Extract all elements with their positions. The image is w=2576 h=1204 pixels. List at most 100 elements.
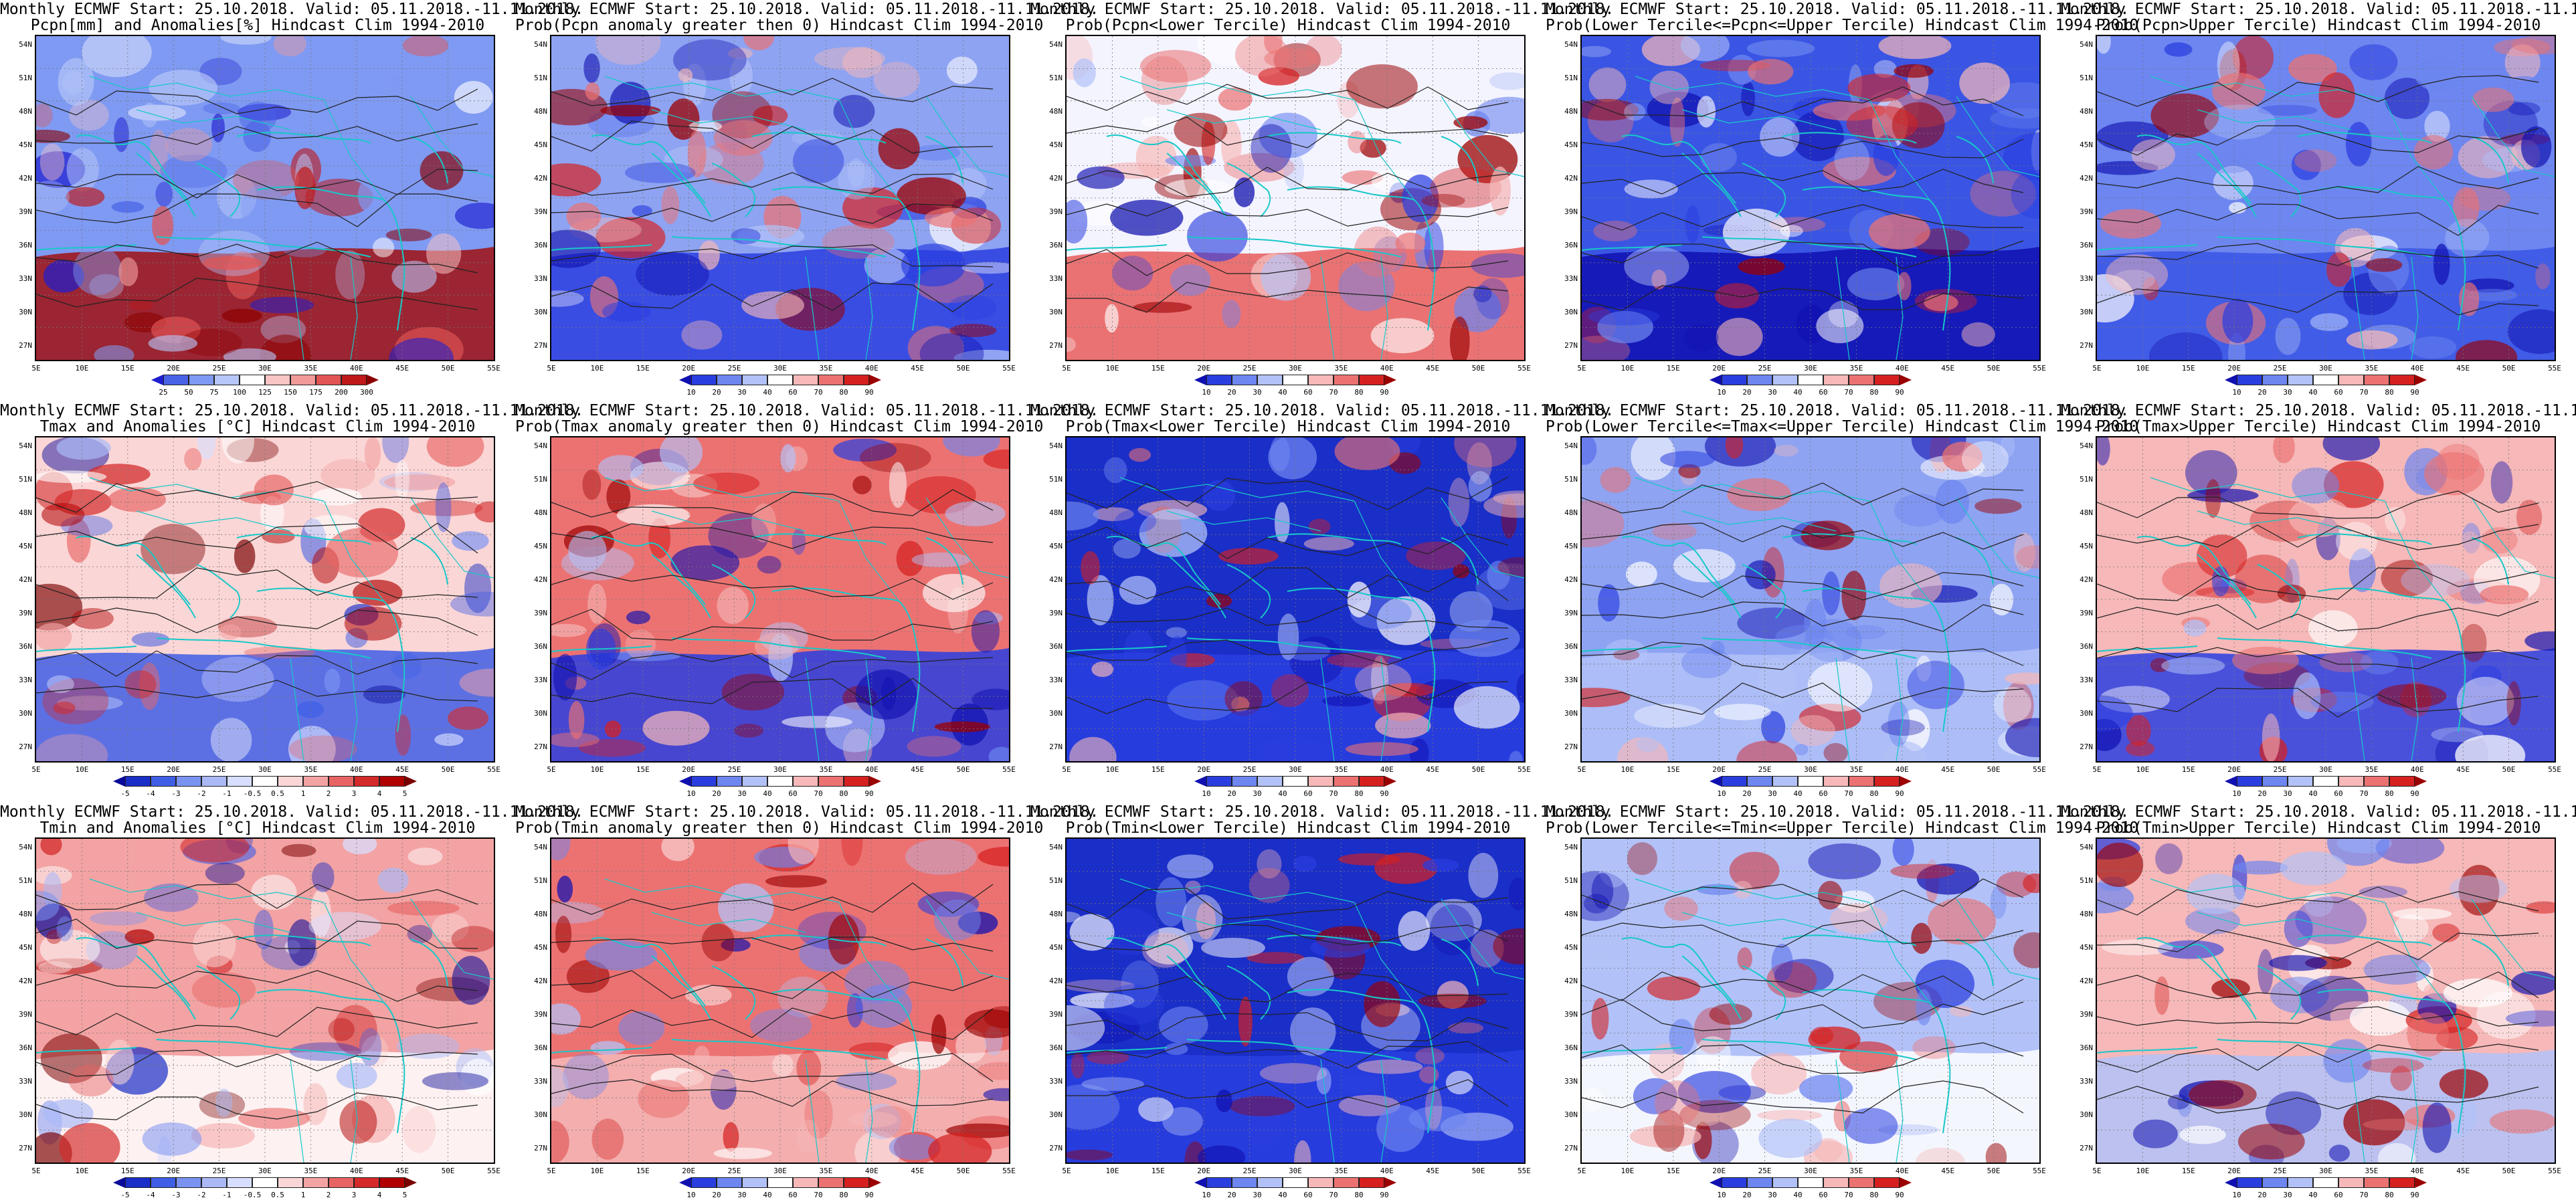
longitude-label: 20E — [1197, 1167, 1211, 1175]
field-patch — [43, 1099, 94, 1128]
field-patch — [152, 206, 173, 245]
field-patch — [723, 1122, 739, 1152]
field-patch — [2458, 865, 2500, 916]
field-patch — [1164, 1043, 1188, 1056]
map-canvas — [551, 437, 1009, 761]
field-patch — [1762, 839, 1821, 864]
colorbar-tick-label: 60 — [2334, 388, 2343, 397]
forecast-map — [2096, 35, 2556, 361]
longitude-label: 35E — [304, 765, 318, 774]
field-patch — [1234, 177, 1255, 207]
colorbar-segment — [151, 1177, 176, 1188]
colorbar-tick-label: 10 — [1717, 1191, 1726, 1199]
colorbar-segment — [1232, 776, 1257, 787]
panel-title-line2: Prob(Lower Tercile<=Tmax<=Upper Tercile)… — [1546, 418, 2139, 435]
field-patch — [240, 184, 286, 233]
colorbar-segment — [767, 1177, 793, 1188]
field-patch — [2345, 122, 2372, 167]
country-border — [410, 898, 494, 980]
field-patch — [1714, 704, 1771, 720]
coastline — [771, 587, 900, 602]
longitude-label: 30E — [773, 1167, 787, 1175]
coastline — [1802, 989, 1930, 1003]
colorbar-segment — [176, 1177, 201, 1188]
field-patch — [2142, 277, 2159, 301]
isoline — [2097, 929, 2539, 961]
longitude-label: 10E — [1105, 1167, 1119, 1175]
country-border — [350, 658, 358, 761]
field-patch — [1216, 1089, 1232, 1112]
isoline — [1067, 973, 1509, 1003]
field-patch — [2360, 650, 2399, 675]
country-border — [1869, 99, 1930, 201]
colorbar-tick-label: 80 — [839, 789, 848, 798]
coastline — [925, 938, 963, 987]
colorbar-tick-label: 30 — [2283, 388, 2292, 397]
colorbar-tick-label: 40 — [1278, 789, 1287, 798]
colorbar-tick-label: 20 — [2258, 789, 2267, 798]
colorbar-min-arrow — [2225, 1177, 2237, 1188]
latitude-label: 54N — [534, 441, 547, 450]
colorbar-tick-label: 60 — [1303, 789, 1313, 798]
colorbar-segment — [2313, 776, 2338, 787]
latitude-label: 42N — [1049, 575, 1063, 584]
latitude-label: 42N — [2080, 575, 2093, 584]
field-patch — [796, 1119, 820, 1154]
colorbar-segment — [290, 375, 316, 385]
field-patch — [2384, 78, 2429, 119]
longitude-label: 40E — [864, 1167, 879, 1175]
field-patch — [2504, 44, 2541, 82]
coastline — [711, 564, 756, 619]
colorbar-tick-label: 70 — [814, 1191, 823, 1199]
colorbar — [679, 1177, 881, 1188]
field-patch — [587, 583, 607, 624]
field-patch — [2422, 1102, 2452, 1153]
field-patch — [693, 472, 760, 495]
field-patch — [2462, 522, 2481, 554]
isoline — [36, 481, 478, 513]
latitude-label: 51N — [534, 876, 547, 885]
colorbar-tick-label: 90 — [864, 789, 874, 798]
longitude-label: 25E — [212, 364, 226, 373]
country-border — [1956, 497, 2039, 579]
field-patch — [889, 1134, 939, 1161]
field-patch — [2490, 461, 2513, 504]
latitude-label: 45N — [534, 140, 547, 149]
latitude-label: 39N — [1564, 1010, 1578, 1019]
field-patch — [1476, 278, 1509, 320]
field-patch — [1728, 54, 1757, 85]
field-patch — [450, 591, 494, 617]
field-patch — [566, 202, 602, 231]
longitude-label: 50E — [2502, 765, 2516, 774]
colorbar-tick-label: 40 — [763, 388, 772, 397]
map-panel: Monthly ECMWF Start: 25.10.2018. Valid: … — [1030, 803, 1614, 1204]
latitude-label: 54N — [1564, 843, 1578, 851]
coastline — [1742, 564, 1786, 619]
longitude-label: 50E — [441, 364, 455, 373]
colorbar-segment — [201, 776, 227, 787]
colorbar-tick-label: 1 — [300, 1191, 306, 1199]
isoline — [36, 1049, 478, 1077]
field-patch — [1624, 179, 1678, 199]
field-patch — [2262, 713, 2280, 761]
field-patch — [2295, 896, 2367, 944]
longitude-label: 40E — [2410, 364, 2424, 373]
longitude-label: 5E — [547, 1167, 556, 1175]
colorbar-max-arrow — [2415, 776, 2427, 787]
field-patch — [1259, 1063, 1327, 1084]
coastline — [2444, 1002, 2466, 1134]
longitude-label: 20E — [167, 364, 181, 373]
field-patch — [1695, 1036, 1731, 1072]
field-patch — [780, 443, 796, 473]
field-patch — [1882, 741, 1927, 761]
field-patch — [878, 128, 920, 170]
latitude-label: 45N — [19, 943, 32, 952]
field-patch — [2507, 309, 2555, 355]
field-patch — [592, 990, 648, 1014]
map-canvas — [1582, 36, 2039, 360]
field-patch — [2131, 139, 2175, 171]
colorbar-tick-label: 90 — [864, 388, 874, 397]
field-patch — [814, 47, 886, 70]
field-patch — [2502, 171, 2551, 200]
longitude-label: 35E — [1849, 765, 1863, 774]
